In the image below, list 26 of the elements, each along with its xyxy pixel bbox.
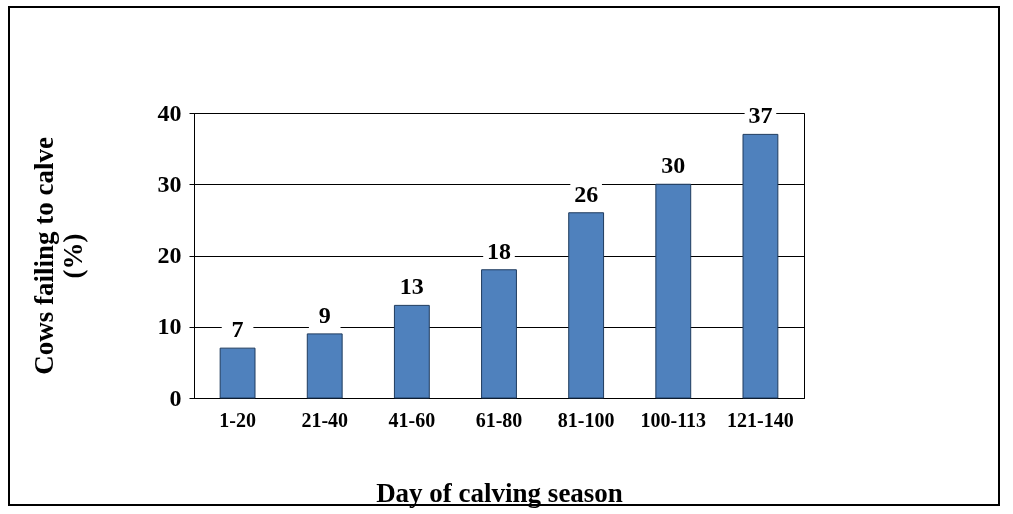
y-tick-label: 10 bbox=[157, 313, 182, 340]
y-tick-label: 20 bbox=[157, 242, 182, 268]
x-tick-label: 100-113 bbox=[640, 408, 707, 431]
y-tick-label: 30 bbox=[157, 170, 182, 197]
x-tick-label: 81-100 bbox=[557, 408, 615, 431]
x-tick-label: 61-80 bbox=[475, 408, 523, 431]
data-label: 37 bbox=[748, 102, 773, 129]
data-label: 30 bbox=[661, 152, 686, 179]
x-tick-label: 1-20 bbox=[219, 408, 256, 431]
x-tick-label: 41-60 bbox=[388, 408, 436, 431]
data-label: 13 bbox=[399, 273, 424, 300]
data-label: 9 bbox=[318, 301, 331, 328]
bar bbox=[219, 347, 256, 399]
x-tick-label: 21-40 bbox=[301, 408, 349, 431]
y-tick-label: 0 bbox=[169, 384, 182, 411]
y-axis-title: Cows failing to calve (%) bbox=[28, 137, 88, 375]
data-label: 18 bbox=[487, 237, 511, 264]
x-tick-label: 121-140 bbox=[727, 408, 794, 431]
x-axis-title: Day of calving season bbox=[376, 477, 623, 508]
bar bbox=[481, 269, 517, 399]
bar bbox=[742, 133, 779, 399]
bar bbox=[306, 333, 343, 399]
y-tick-label: 40 bbox=[157, 99, 182, 126]
data-label: 26 bbox=[574, 180, 599, 207]
data-label: 7 bbox=[231, 316, 244, 343]
bar bbox=[568, 212, 605, 399]
